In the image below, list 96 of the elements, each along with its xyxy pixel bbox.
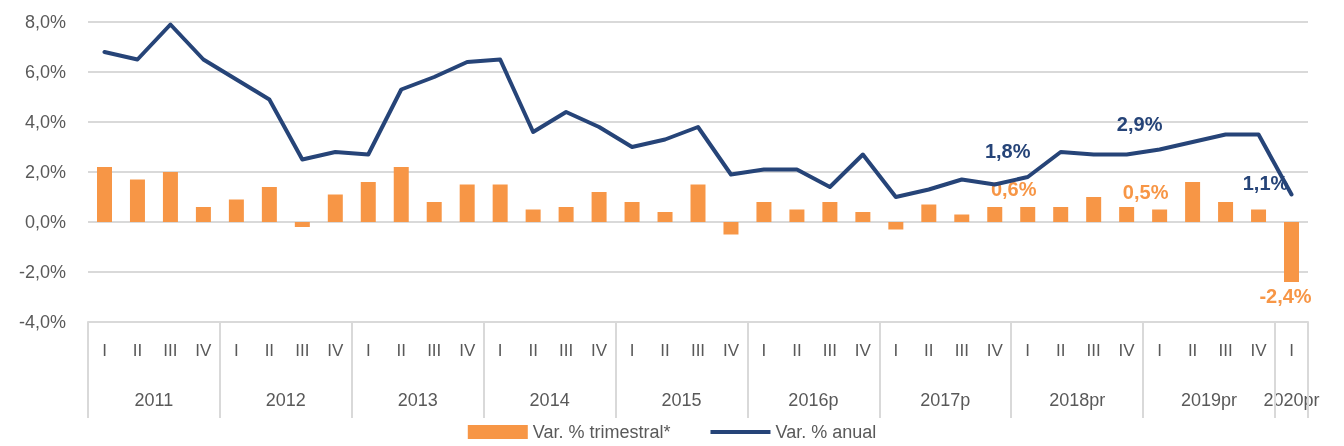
x-tick-label: II: [660, 341, 670, 360]
x-tick-label: II: [792, 341, 802, 360]
bar: [954, 214, 970, 222]
bar: [360, 182, 376, 222]
bar: [789, 209, 805, 222]
y-tick-label: 4,0%: [24, 112, 66, 132]
x-tick-label: I: [893, 341, 899, 360]
x-tick-label: II: [528, 341, 538, 360]
x-tick-label: I: [761, 341, 767, 360]
x-tick-label: IV: [854, 341, 872, 360]
y-tick-label: -2,0%: [18, 262, 66, 282]
x-tick-label: I: [102, 341, 107, 360]
bar: [525, 209, 541, 222]
bar: [195, 207, 211, 222]
bar: [1152, 209, 1168, 222]
bar: [1185, 182, 1201, 222]
bar: [921, 204, 937, 222]
x-tick-label: IV: [1250, 341, 1268, 360]
x-tick-label: IV: [1118, 341, 1136, 360]
text: 2011: [134, 390, 174, 410]
legend-label: Var. % anual: [775, 422, 877, 442]
bar: [393, 167, 409, 222]
y-tick-label: -4,0%: [18, 312, 66, 332]
x-tick-label: IV: [722, 341, 740, 360]
y-tick-label: 0,0%: [24, 212, 66, 232]
x-tick-label: I: [1157, 341, 1162, 360]
x-tick-label: III: [822, 341, 837, 360]
bar: [1251, 209, 1267, 222]
x-tick-label: II: [1187, 341, 1198, 360]
text: 2012: [265, 390, 306, 410]
bar: [558, 207, 574, 222]
text: 2019pr: [1181, 390, 1238, 410]
text: 2017p: [920, 390, 971, 410]
bar: [459, 184, 475, 222]
data-label: 1,8%: [984, 140, 1031, 162]
bar: [294, 222, 310, 227]
x-tick-label: IV: [327, 341, 344, 360]
legend-label: Var. % trimestral*: [532, 422, 671, 442]
bar: [855, 212, 871, 222]
bar: [426, 202, 442, 222]
x-tick-label: II: [396, 341, 406, 360]
bar: [1086, 197, 1102, 222]
bar: [987, 207, 1003, 222]
x-tick-label: I: [1025, 341, 1031, 360]
x-tick-label: III: [1086, 341, 1101, 360]
x-tick-label: I: [497, 341, 503, 360]
y-tick-label: 6,0%: [24, 62, 66, 82]
x-tick-label: I: [1289, 341, 1294, 360]
x-tick-label: III: [954, 341, 969, 360]
bar: [1020, 207, 1036, 222]
text: 2015: [661, 390, 702, 410]
bar: [624, 202, 640, 222]
bar: [657, 212, 673, 222]
bar: [888, 222, 904, 230]
x-tick-label: IV: [986, 341, 1004, 360]
data-label: 0,5%: [1122, 180, 1169, 203]
x-tick-label: III: [427, 341, 442, 360]
x-tick-label: I: [234, 341, 239, 360]
bar: [591, 192, 607, 222]
x-tick-label: IV: [195, 341, 213, 360]
data-label: -2,4%: [1259, 285, 1312, 307]
text: 2014: [529, 390, 570, 410]
x-tick-label: IV: [459, 341, 476, 360]
y-tick-label: 2,0%: [24, 162, 66, 182]
bar: [1284, 222, 1300, 282]
bar: [261, 187, 277, 222]
bar: [129, 179, 145, 222]
x-tick-label: III: [295, 341, 310, 360]
bar: [1119, 207, 1135, 222]
bar: [756, 202, 772, 222]
bar: [822, 202, 838, 222]
x-tick-label: II: [1055, 341, 1066, 360]
x-tick-label: III: [690, 341, 706, 360]
x-tick-label: II: [924, 341, 934, 360]
text: 2016p: [788, 390, 839, 410]
bar: [690, 184, 706, 222]
bar: [492, 184, 508, 222]
bar: [96, 167, 112, 222]
x-tick-label: I: [365, 341, 371, 360]
bar: [327, 194, 343, 222]
x-tick-label: III: [559, 341, 574, 360]
bar: [162, 172, 178, 222]
bar: [723, 222, 739, 235]
text: 2018pr: [1049, 390, 1106, 410]
bar: [228, 199, 244, 222]
text: 2013: [397, 390, 438, 410]
y-tick-label: 8,0%: [24, 12, 66, 32]
x-tick-label: II: [264, 341, 275, 360]
x-tick-label: I: [629, 341, 635, 360]
bar: [1053, 207, 1069, 222]
x-tick-label: III: [1218, 341, 1233, 360]
data-label: 2,9%: [1116, 112, 1163, 135]
bar: [1218, 202, 1234, 222]
x-tick-label: IV: [591, 341, 608, 360]
x-tick-label: III: [163, 341, 178, 360]
x-tick-label: II: [132, 341, 143, 360]
